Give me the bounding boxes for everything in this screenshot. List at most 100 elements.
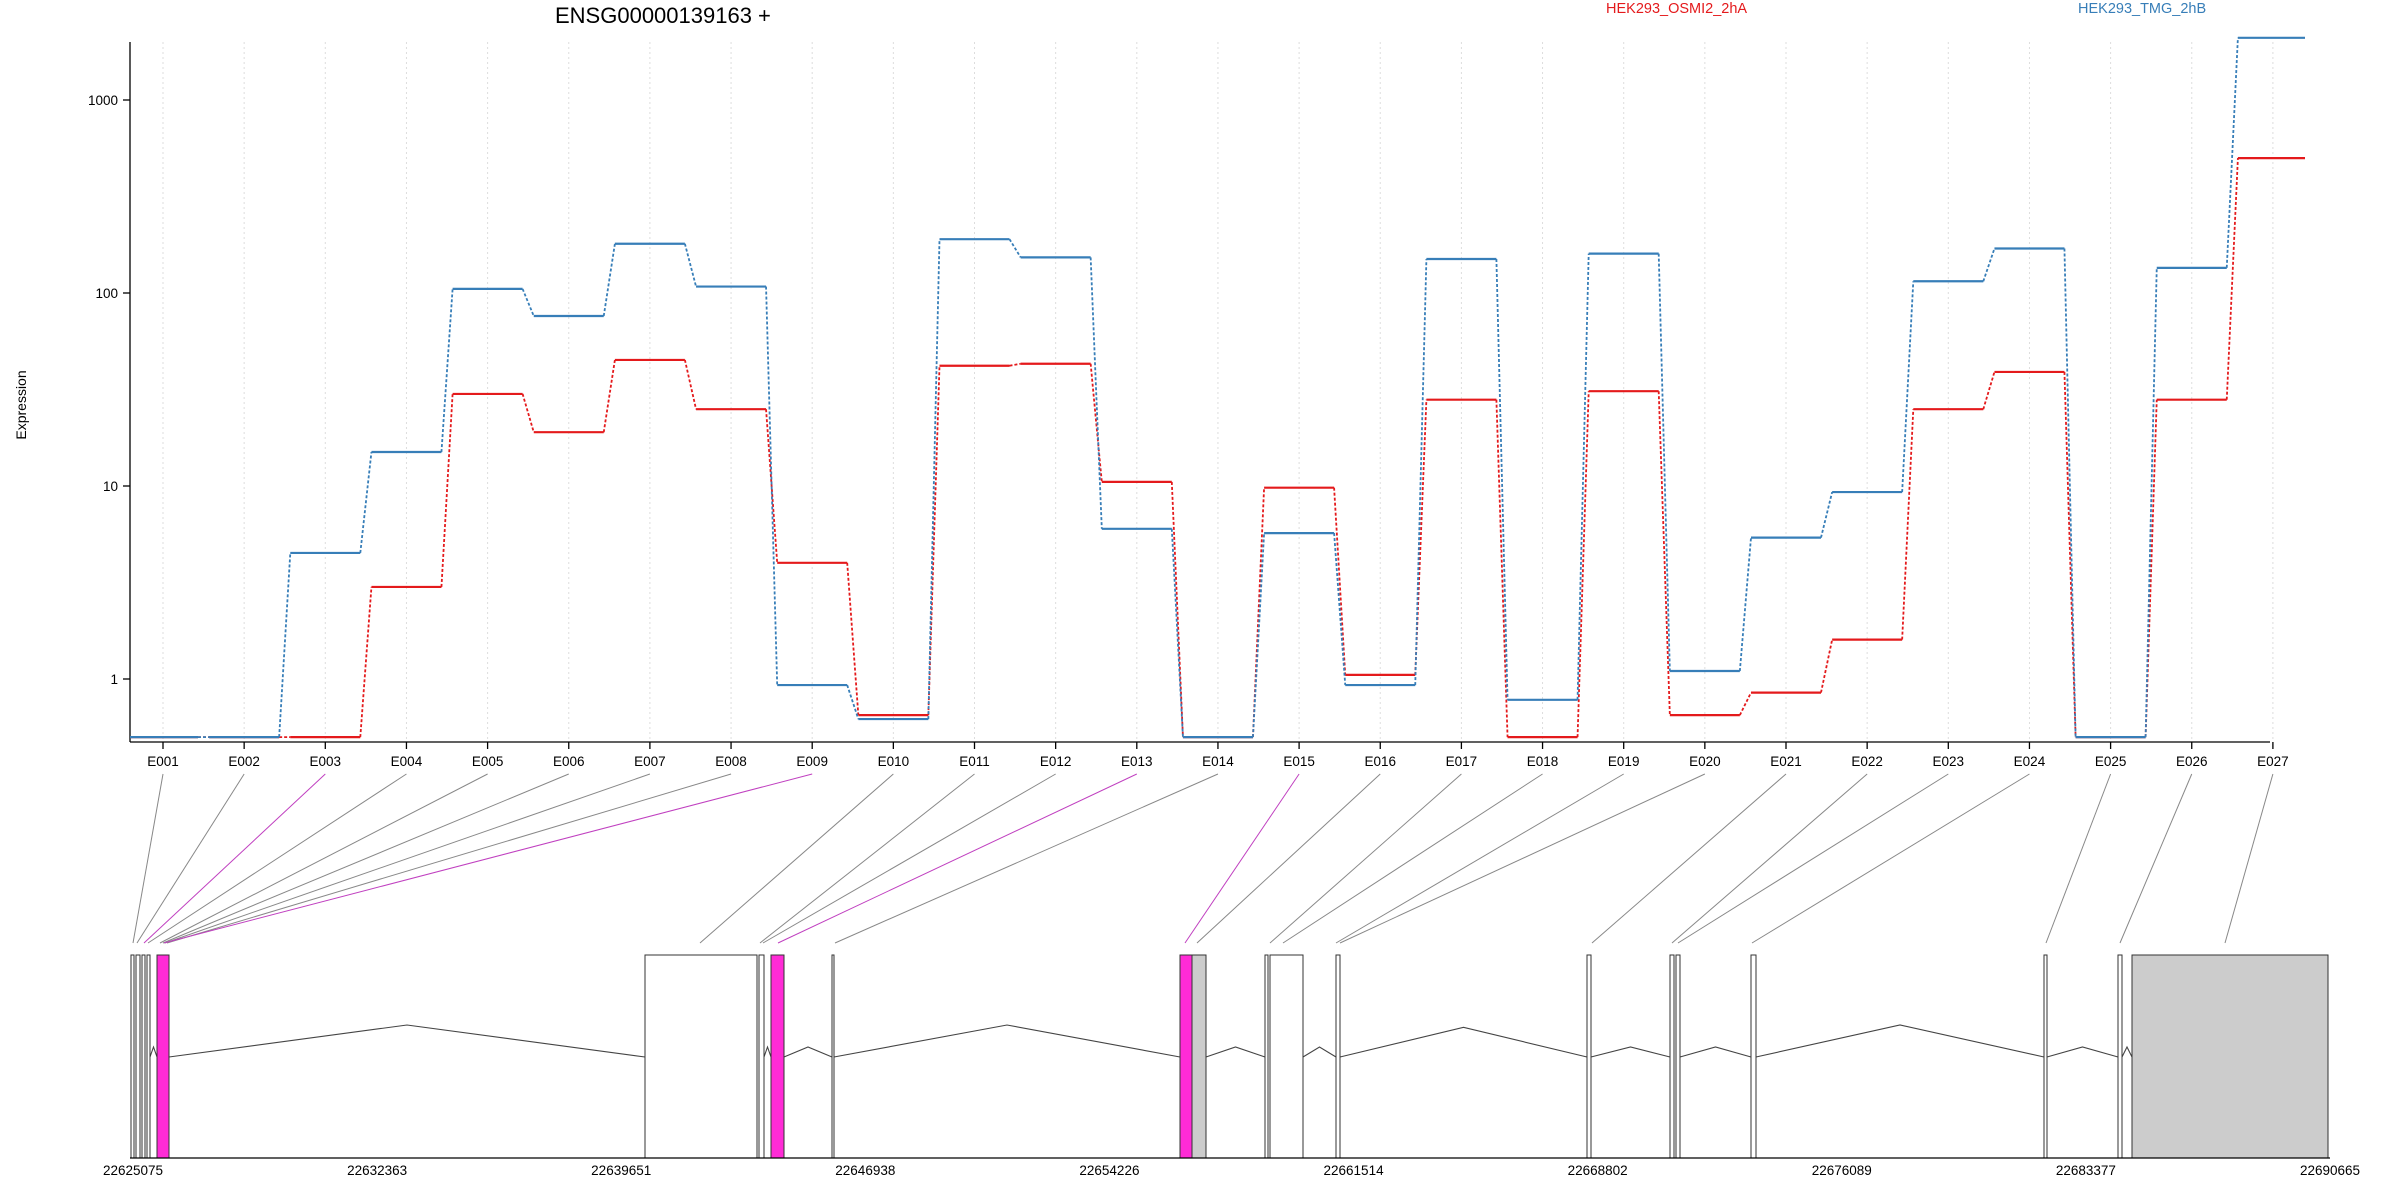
connector-e008	[166, 773, 732, 944]
y-axis-label: Expression	[13, 370, 29, 439]
x-tick-label-e016: E016	[1364, 754, 1396, 769]
chart-title: ENSG00000139163 +	[555, 3, 771, 28]
gene-model: 22625075 22632363 22639651 22646938 22654226…	[103, 954, 2360, 1178]
legend-label-osmi2: HEK293_OSMI2_2hA	[1606, 1, 1747, 17]
x-tick-label-e020: E020	[1689, 754, 1721, 769]
connector-e003	[143, 773, 326, 944]
y-tick-label-100: 100	[95, 286, 118, 301]
exon-block-16	[1669, 954, 1675, 1159]
exon-block-12	[1264, 954, 1269, 1159]
intron-lines	[149, 1024, 2133, 1058]
connector-e004	[147, 773, 407, 944]
x-tick-label-e024: E024	[2014, 754, 2046, 769]
y-tick-label-1000: 1000	[88, 93, 118, 108]
connector-e007	[164, 773, 651, 944]
x-tick-label-e021: E021	[1770, 754, 1802, 769]
x-tick-label-e002: E002	[228, 754, 260, 769]
connector-e027	[2224, 773, 2274, 944]
x-tick-label-e008: E008	[715, 754, 747, 769]
x-tick-label-e015: E015	[1283, 754, 1315, 769]
x-tick-label-e022: E022	[1851, 754, 1883, 769]
legend: HEK293_OSMI2_2hA HEK293_TMG_2hB	[1606, 1, 2206, 17]
x-tick-label-e013: E013	[1121, 754, 1153, 769]
x-tick-label-e004: E004	[391, 754, 423, 769]
exon-block-3	[141, 954, 146, 1159]
connector-e013	[777, 773, 1138, 944]
x-tick-label-e017: E017	[1446, 754, 1478, 769]
connector-e014	[834, 773, 1219, 944]
connector-e006	[162, 773, 569, 944]
coordinate-label-8: 22683377	[2056, 1163, 2116, 1178]
x-tick-label-e010: E010	[878, 754, 910, 769]
exon-block-9	[831, 954, 835, 1159]
exon-block-15	[1586, 954, 1592, 1159]
exon-block-17	[1675, 954, 1681, 1159]
y-tick-label-10: 10	[103, 479, 118, 494]
connector-e005	[159, 773, 488, 944]
x-tick-label-e025: E025	[2095, 754, 2127, 769]
connector-e017	[1269, 773, 1462, 944]
chart-axes: 1 10 100 1000 E001 E002 E003 E004 E005 E006 E007 E0…	[88, 42, 2289, 769]
exon-block-20	[2117, 954, 2123, 1159]
coordinate-label-0: 22625075	[103, 1163, 163, 1178]
exon-block-2	[135, 954, 141, 1159]
exon-block-10	[1179, 954, 1193, 1159]
connector-e020	[1339, 773, 1706, 944]
y-tick-label-1: 1	[110, 672, 118, 687]
connector-e009	[163, 773, 813, 944]
series-lines	[130, 36, 2305, 739]
x-tick-label-e027: E027	[2257, 754, 2289, 769]
coordinate-label-4: 22654226	[1079, 1163, 1139, 1178]
x-tick-label-e026: E026	[2176, 754, 2208, 769]
series-tmg	[130, 36, 2305, 739]
x-tick-label-e018: E018	[1527, 754, 1559, 769]
x-tick-label-e005: E005	[472, 754, 504, 769]
exon-block-4	[146, 954, 151, 1159]
connector-e026	[2119, 773, 2193, 944]
coordinate-label-7: 22676089	[1812, 1163, 1872, 1178]
coordinate-label-3: 22646938	[835, 1163, 895, 1178]
connector-e022	[1671, 773, 1868, 944]
exon-block-21	[2131, 954, 2329, 1159]
x-tick-label-e007: E007	[634, 754, 666, 769]
connector-e015	[1184, 773, 1300, 944]
exon-block-7	[758, 954, 765, 1159]
connector-e010	[699, 773, 894, 944]
connector-e002	[136, 773, 245, 944]
exon-block-14	[1335, 954, 1341, 1159]
exon-block-13	[1269, 954, 1304, 1159]
exon-block-6	[644, 954, 758, 1159]
exon-block-18	[1750, 954, 1757, 1159]
coordinate-label-9: 22690665	[2300, 1163, 2360, 1178]
exon-block-11	[1191, 954, 1207, 1159]
x-tick-label-e009: E009	[796, 754, 828, 769]
coordinate-label-1: 22632363	[347, 1163, 407, 1178]
x-tick-label-e012: E012	[1040, 754, 1072, 769]
coordinate-label-6: 22668802	[1568, 1163, 1628, 1178]
connector-e021	[1591, 773, 1787, 944]
x-tick-label-e001: E001	[147, 754, 179, 769]
connector-e023	[1677, 773, 1949, 944]
connector-e018	[1282, 773, 1543, 944]
exon-block-1	[130, 954, 135, 1159]
series-connectors	[198, 37, 2239, 738]
exon-connector-lines	[132, 773, 2274, 944]
x-tick-label-e023: E023	[1933, 754, 1965, 769]
x-tick-label-e003: E003	[310, 754, 342, 769]
connector-e019	[1335, 773, 1624, 944]
exon-block-8	[770, 954, 785, 1159]
connector-e012	[762, 773, 1056, 944]
x-tick-label-e014: E014	[1202, 754, 1234, 769]
connector-e024	[1751, 773, 2030, 944]
x-tick-label-e019: E019	[1608, 754, 1640, 769]
legend-label-tmg: HEK293_TMG_2hB	[2078, 1, 2206, 17]
coordinate-label-2: 22639651	[591, 1163, 651, 1178]
x-tick-label-e011: E011	[959, 754, 990, 769]
connector-e011	[759, 773, 975, 944]
coordinate-label-5: 22661514	[1324, 1163, 1385, 1178]
exon-block-5	[156, 954, 170, 1159]
connector-e016	[1196, 773, 1381, 944]
connector-e001	[132, 773, 164, 944]
exon-block-19	[2043, 954, 2048, 1159]
